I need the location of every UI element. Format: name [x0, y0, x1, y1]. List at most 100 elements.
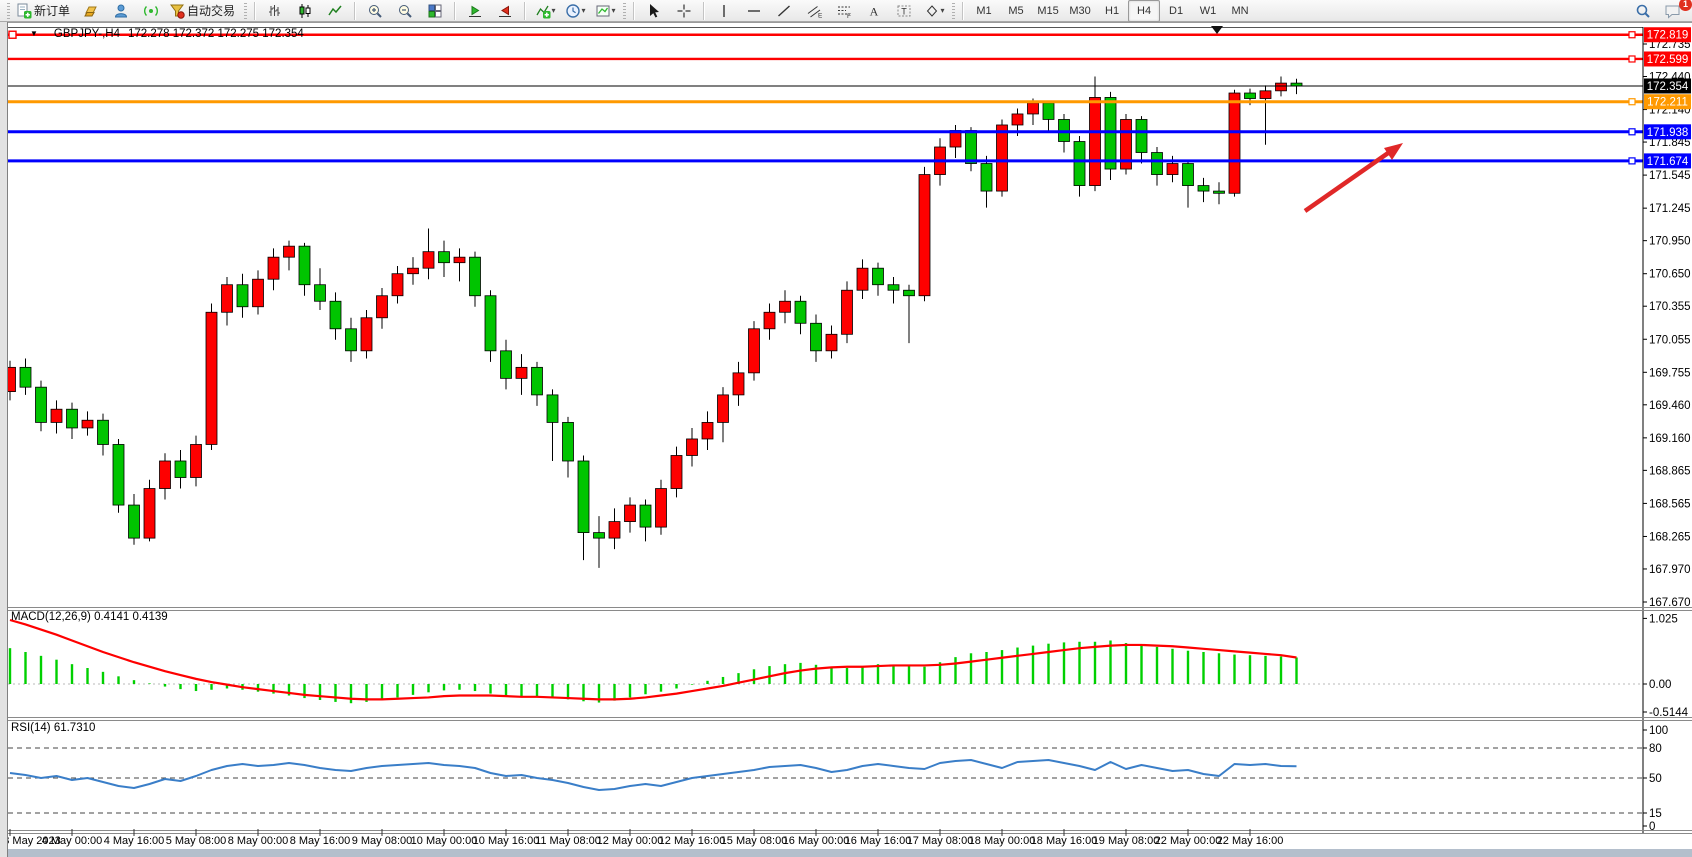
svg-text:171.674: 171.674	[1647, 156, 1689, 168]
gold-ingot-button[interactable]	[76, 0, 106, 22]
vertical-line-icon	[723, 4, 725, 17]
fibonacci-tool-button[interactable]: F	[829, 0, 859, 22]
rsi-tick-label: 15	[1649, 808, 1662, 820]
bottom-window-strip	[0, 849, 1692, 857]
timeframe-M15[interactable]: M15	[1037, 4, 1059, 17]
trend-arrow[interactable]	[1303, 149, 1393, 213]
price-badge	[1644, 153, 1691, 169]
hline-handle[interactable]	[1628, 157, 1636, 165]
rsi-tick-label: 80	[1649, 743, 1662, 755]
price-tick-label: 170.950	[1649, 236, 1691, 248]
shapes-tool-button[interactable]: ▾	[919, 0, 949, 22]
price-tick-label: 169.460	[1649, 400, 1691, 412]
line-chart-mode-button[interactable]	[320, 0, 350, 22]
crosshair-icon	[677, 4, 691, 17]
price-tick-label: 171.845	[1649, 137, 1691, 149]
periods-button[interactable]: ▾	[560, 0, 590, 22]
cursor-tool-button[interactable]	[639, 0, 669, 22]
price-badge	[1644, 124, 1691, 140]
svg-text:F: F	[847, 13, 851, 19]
horizontal-line-icon	[748, 9, 761, 12]
dropdown-caret: ▾	[581, 6, 586, 15]
hline-handle[interactable]	[1628, 31, 1636, 39]
time-tick-label: 10 May 16:00	[473, 835, 540, 847]
autotrading-icon	[170, 4, 185, 19]
time-tick-label: 22 May 00:00	[1155, 835, 1222, 847]
trend-arrow-head	[1384, 143, 1403, 160]
timeframe-D1[interactable]: D1	[1169, 4, 1184, 17]
auto-scroll-button[interactable]	[460, 0, 490, 22]
chart-shift-button[interactable]	[490, 0, 520, 22]
indicators-button[interactable]: ▾	[530, 0, 560, 22]
timeframe-M30[interactable]: M30	[1069, 4, 1091, 17]
one-click-trading-caret[interactable]: ▼	[30, 29, 38, 38]
candlestick-icon	[299, 3, 311, 18]
notifications-button[interactable]: 1	[1658, 0, 1692, 22]
templates-button[interactable]: ▾	[590, 0, 620, 22]
channel-tool-button[interactable]: E	[799, 0, 829, 22]
main-toolbar: 新订单 自动交易	[0, 0, 1692, 22]
macd-indicator-label: MACD(12,26,9) 0.4141 0.4139	[11, 611, 168, 623]
vertical-line-tool-button[interactable]	[709, 0, 739, 22]
auto-scroll-icon	[469, 5, 482, 17]
time-tick-label: 19 May 08:00	[1093, 835, 1160, 847]
svg-text:172.599: 172.599	[1647, 54, 1689, 66]
hline-handle[interactable]	[1628, 128, 1636, 136]
shapes-icon	[926, 4, 937, 17]
price-tick-label: 170.650	[1649, 269, 1691, 281]
timeframe-group: M1 M5 M15 M30 H1 H4 D1 W1 MN	[968, 0, 1256, 22]
macd-tick-label: 1.025	[1649, 613, 1678, 625]
time-tick-label: 8 May 16:00	[290, 835, 351, 847]
text-tool-button[interactable]: A	[859, 0, 889, 22]
signals-icon	[144, 5, 158, 16]
svg-text:172.354: 172.354	[1647, 81, 1689, 93]
trendline-tool-button[interactable]	[769, 0, 799, 22]
chart-shift-marker[interactable]	[1211, 26, 1223, 34]
price-badge	[1644, 94, 1691, 110]
candlestick-mode-button[interactable]	[290, 0, 320, 22]
hline-handle[interactable]	[1628, 55, 1636, 63]
price-badge	[1644, 78, 1691, 94]
dropdown-caret: ▾	[551, 6, 556, 15]
svg-text:171.938: 171.938	[1647, 127, 1689, 139]
time-tick-label: 15 May 08:00	[721, 835, 788, 847]
tile-windows-icon	[428, 4, 442, 17]
search-button[interactable]	[1628, 0, 1658, 22]
timeframe-M1[interactable]: M1	[976, 4, 992, 17]
timeframe-MN[interactable]: MN	[1231, 4, 1249, 17]
timeframe-H4[interactable]: H4	[1128, 0, 1161, 22]
time-tick-label: 4 May 16:00	[104, 835, 165, 847]
rsi-tick-label: 100	[1649, 725, 1668, 737]
text-label-tool-button[interactable]: T	[889, 0, 919, 22]
horizontal-line-tool-button[interactable]	[739, 0, 769, 22]
templates-icon	[596, 5, 610, 16]
timeframe-W1[interactable]: W1	[1199, 4, 1217, 17]
line-chart-icon	[328, 5, 342, 15]
trader-profile-button[interactable]	[106, 0, 136, 22]
fibonacci-icon: F	[838, 6, 851, 19]
hline-handle[interactable]	[1628, 98, 1636, 106]
candlestick-series	[4, 76, 1303, 568]
timeframe-M5[interactable]: M5	[1008, 4, 1024, 17]
indicators-icon	[535, 5, 551, 18]
trader-profile-icon	[115, 4, 128, 17]
toolbar-separator	[633, 1, 636, 20]
macd-tick-label: -0.5144	[1649, 707, 1689, 719]
new-order-button[interactable]: 新订单	[13, 0, 76, 22]
timeframe-H1[interactable]: H1	[1105, 4, 1120, 17]
time-tick-label: 12 May 00:00	[597, 835, 664, 847]
rsi-indicator-label: RSI(14) 61.7310	[11, 722, 96, 734]
crosshair-tool-button[interactable]	[669, 0, 699, 22]
tile-windows-button[interactable]	[420, 0, 450, 22]
time-tick-label: 4 May 00:00	[42, 835, 103, 847]
signals-button[interactable]	[136, 0, 166, 22]
zoom-in-button[interactable]	[360, 0, 390, 22]
hline-handle[interactable]	[8, 30, 17, 39]
price-tick-label: 169.755	[1649, 367, 1691, 379]
price-tick-label: 168.865	[1649, 465, 1691, 477]
autotrading-button[interactable]: 自动交易	[166, 0, 241, 22]
zoom-out-button[interactable]	[390, 0, 420, 22]
bar-chart-mode-button[interactable]	[260, 0, 290, 22]
